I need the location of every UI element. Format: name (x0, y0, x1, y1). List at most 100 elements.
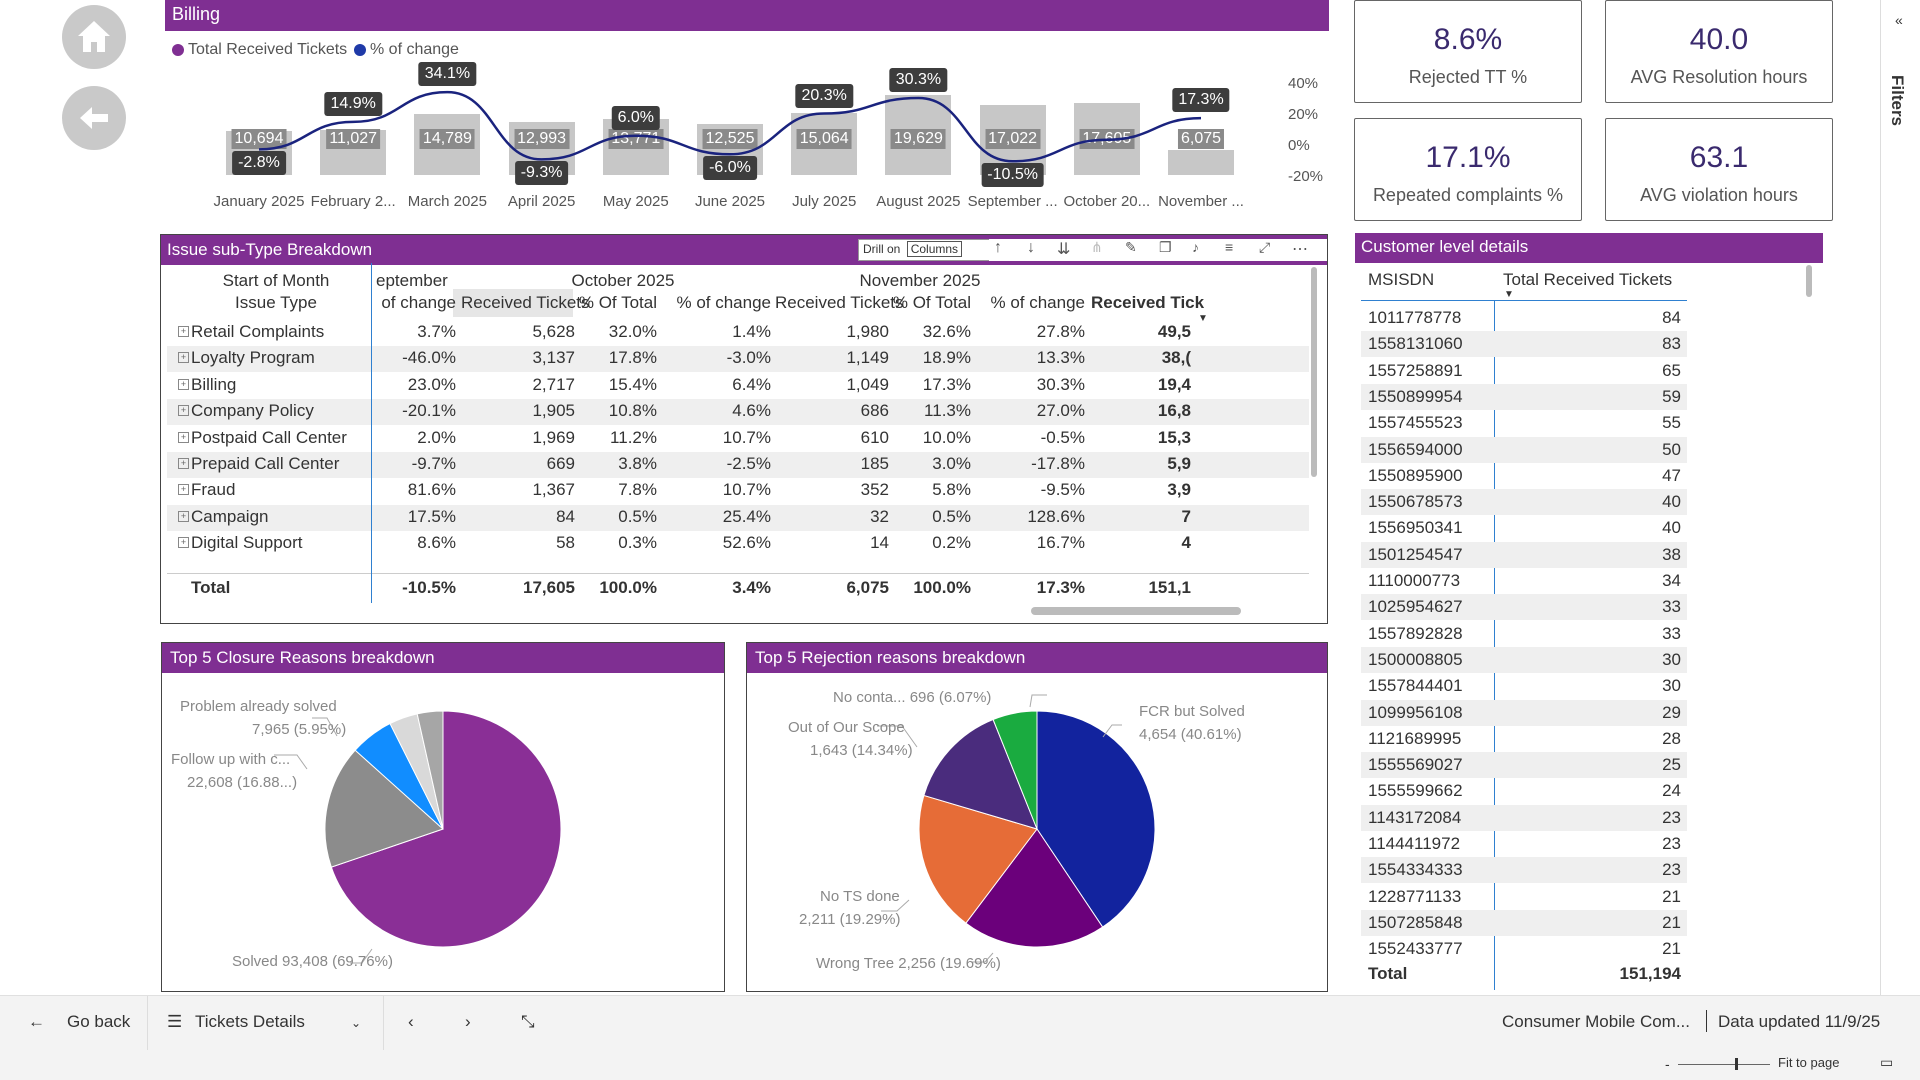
column-header[interactable]: of change (381, 293, 456, 312)
expand-row-icon[interactable]: + (178, 510, 189, 522)
column-header[interactable]: % of change (990, 293, 1085, 312)
next-page-icon[interactable]: › (465, 1012, 471, 1031)
row-header[interactable]: Billing (191, 374, 237, 394)
column-header[interactable]: Issue Type (235, 293, 317, 312)
home-button[interactable] (62, 5, 126, 69)
pie-slice[interactable] (992, 710, 1038, 830)
copy-icon[interactable]: ❐ (1159, 239, 1172, 255)
table-row[interactable]: 1556594000 50 (1361, 436, 1687, 463)
pin-icon[interactable]: ✎ (1125, 239, 1137, 255)
column-header[interactable]: % Of Total (892, 293, 971, 312)
table-row[interactable]: 1556950341 40 (1361, 515, 1687, 541)
prev-page-icon[interactable]: ‹ (408, 1012, 414, 1031)
row-header[interactable]: Fraud (191, 480, 236, 500)
table-row[interactable]: 1011778778 84 (1361, 305, 1687, 331)
pie-slice[interactable] (416, 710, 444, 830)
pie-slice[interactable] (965, 828, 1104, 948)
expand-row-icon[interactable]: + (178, 458, 189, 469)
fit-to-page-button[interactable]: Fit to page (1778, 1055, 1840, 1070)
chevron-down-icon[interactable]: ⌄ (351, 1016, 362, 1030)
arrow-left-icon[interactable]: ← (28, 1012, 45, 1031)
pie-slice[interactable] (330, 710, 562, 948)
table-row[interactable]: 1501254547 38 (1361, 541, 1687, 568)
col-total-received[interactable]: Total Received Tickets (1503, 270, 1673, 289)
table-row[interactable]: 1557258891 65 (1361, 358, 1687, 384)
filters-label[interactable]: Filters (1888, 75, 1907, 127)
row-header[interactable]: Digital Support (191, 533, 303, 553)
column-header[interactable]: Received Tickets (775, 293, 904, 312)
table-row[interactable]: 1554334333 23 (1361, 857, 1687, 884)
row-header[interactable]: Total (191, 578, 231, 597)
horizontal-scrollbar[interactable] (1031, 607, 1241, 615)
column-header[interactable]: Received Tick (1091, 293, 1205, 312)
closure-pie[interactable] (162, 643, 724, 991)
row-header[interactable]: Campaign (191, 506, 269, 526)
vertical-scrollbar[interactable] (1311, 267, 1317, 477)
row-header[interactable]: Loyalty Program (191, 348, 315, 368)
more-options-icon[interactable]: ⋯ (1292, 241, 1308, 258)
filters-pane[interactable]: « Filters (1880, 0, 1920, 995)
expand-all-icon[interactable]: ⇊ (1057, 241, 1071, 258)
go-back-button[interactable]: Go back (67, 1012, 131, 1031)
expand-row-icon[interactable]: + (178, 352, 189, 364)
collapse-icon[interactable]: ⤡ (521, 1012, 535, 1031)
zoom-slider-handle[interactable] (1735, 1058, 1738, 1070)
table-row[interactable]: 1555569027 25 (1361, 752, 1687, 779)
back-nav-button[interactable] (62, 86, 126, 150)
zoom-slider[interactable] (1678, 1064, 1770, 1065)
bell-icon[interactable]: ♪ (1192, 239, 1199, 255)
expand-row-icon[interactable]: + (178, 484, 189, 496)
table-row[interactable]: 1110000773 34 (1361, 568, 1687, 594)
expand-row-icon[interactable]: + (178, 405, 189, 417)
table-row[interactable]: 1500008805 30 (1361, 646, 1687, 673)
chevron-left-icon[interactable]: « (1895, 12, 1903, 28)
row-header[interactable]: Prepaid Call Center (191, 454, 340, 473)
table-row[interactable]: 1557455523 55 (1361, 410, 1687, 436)
closure-reasons-chart[interactable]: Top 5 Closure Reasons breakdown Problem … (161, 642, 725, 992)
table-row[interactable]: 1552433777 21 (1361, 936, 1687, 962)
pie-slice[interactable] (923, 718, 1038, 830)
drill-on-control[interactable]: Drill on Columns (858, 239, 992, 261)
focus-mode-icon[interactable]: ⤢ (1259, 239, 1271, 255)
rejection-pie[interactable] (747, 643, 1327, 991)
customer-scrollbar[interactable] (1806, 265, 1812, 297)
table-row[interactable]: 1555599662 24 (1361, 778, 1687, 804)
fullscreen-icon[interactable]: ▭ (1880, 1054, 1894, 1070)
table-row[interactable]: 1550895900 47 (1361, 463, 1687, 489)
table-row[interactable]: 1228771133 21 (1361, 884, 1687, 910)
column-header[interactable]: % Of Total (578, 293, 657, 312)
column-header[interactable]: Received Tickets (461, 293, 590, 312)
drill-select[interactable]: Columns (906, 241, 963, 257)
row-header[interactable]: Company Policy (191, 401, 314, 421)
table-row[interactable]: 1099956108 29 (1361, 699, 1687, 726)
table-row[interactable]: 1558131060 83 (1361, 331, 1687, 358)
zoom-out-icon[interactable]: - (1665, 1056, 1670, 1072)
rejection-reasons-chart[interactable]: Top 5 Rejection reasons breakdown No con… (746, 642, 1328, 992)
row-header[interactable]: Retail Complaints (191, 322, 325, 341)
expand-row-icon[interactable]: + (178, 537, 189, 549)
issue-subtype-matrix[interactable]: Issue sub-Type Breakdown Drill on Column… (160, 234, 1328, 624)
pie-slice[interactable] (324, 749, 444, 868)
menu-icon[interactable]: ☰ (167, 1012, 183, 1031)
col-msisdn[interactable]: MSISDN (1368, 270, 1435, 289)
drill-up-icon[interactable]: ↑ (994, 239, 1002, 256)
expand-row-icon[interactable]: + (178, 431, 189, 443)
table-row[interactable]: 1550899954 59 (1361, 383, 1687, 410)
table-row[interactable]: 1557892828 33 (1361, 621, 1687, 647)
table-row[interactable]: 1557844401 30 (1361, 673, 1687, 699)
filter-icon[interactable]: ≡ (1225, 239, 1234, 255)
expand-row-icon[interactable]: + (178, 378, 189, 390)
row-header[interactable]: Postpaid Call Center (191, 427, 347, 447)
table-row[interactable]: 1143172084 23 (1361, 804, 1687, 831)
table-row[interactable]: 1144411972 23 (1361, 831, 1687, 857)
pie-slice[interactable] (918, 794, 1038, 924)
expand-row-icon[interactable]: + (178, 326, 189, 337)
drill-down-icon[interactable]: ↓ (1027, 239, 1035, 256)
page-selector[interactable]: Tickets Details (195, 1012, 305, 1031)
column-header[interactable]: % of change (676, 293, 771, 312)
table-row[interactable]: 1550678573 40 (1361, 489, 1687, 516)
table-row[interactable]: 1507285848 21 (1361, 909, 1687, 936)
table-row[interactable]: 1121689995 28 (1361, 726, 1687, 752)
hierarchy-icon[interactable]: ⋔ (1091, 239, 1103, 255)
bar-received[interactable] (1168, 150, 1234, 175)
